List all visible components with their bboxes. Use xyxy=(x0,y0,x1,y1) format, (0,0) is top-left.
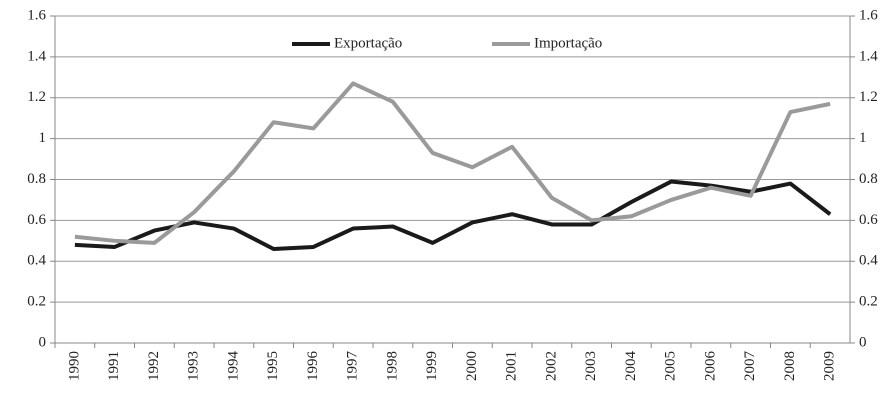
y-tick-label: 0.8 xyxy=(27,171,46,187)
x-tick-label: 1995 xyxy=(265,351,281,381)
x-tick-label: 2007 xyxy=(742,351,758,382)
x-tick-label: 2009 xyxy=(822,351,838,381)
x-tick-label: 1993 xyxy=(186,351,202,381)
legend-label: Importação xyxy=(534,35,602,51)
y2-tick-label: 0.4 xyxy=(859,253,878,269)
x-tick-label: 2002 xyxy=(543,351,559,381)
y-tick-label: 0.6 xyxy=(27,212,46,228)
y2-tick-label: 0.8 xyxy=(859,171,878,187)
x-tick-label: 1992 xyxy=(146,351,162,381)
x-tick-label: 1994 xyxy=(225,351,241,382)
y-tick-label: 0 xyxy=(39,334,47,350)
x-tick-label: 1999 xyxy=(424,351,440,381)
y-tick-label: 0.4 xyxy=(27,253,46,269)
x-tick-label: 1996 xyxy=(305,351,321,382)
y2-tick-label: 1 xyxy=(859,130,867,146)
x-tick-label: 1997 xyxy=(345,351,361,382)
y2-tick-label: 0.2 xyxy=(859,294,878,310)
series-line xyxy=(74,81,831,245)
x-tick-label: 2005 xyxy=(663,351,679,381)
x-tick-label: 1998 xyxy=(384,351,400,381)
y2-tick-label: 1.6 xyxy=(859,7,878,23)
series-line xyxy=(74,179,832,251)
x-tick-label: 2001 xyxy=(504,351,520,381)
y2-tick-label: 0.6 xyxy=(859,212,878,228)
y2-tick-label: 0 xyxy=(859,334,867,350)
y-tick-label: 1 xyxy=(39,130,47,146)
x-tick-label: 1991 xyxy=(106,351,122,381)
x-tick-label: 2006 xyxy=(702,351,718,382)
x-tick-label: 2000 xyxy=(464,351,480,381)
legend-label: Exportação xyxy=(334,35,402,51)
x-tick-label: 2008 xyxy=(782,351,798,381)
y-tick-label: 0.2 xyxy=(27,294,46,310)
x-tick-label: 1990 xyxy=(66,351,82,381)
y2-tick-label: 1.4 xyxy=(859,48,878,64)
x-tick-label: 2003 xyxy=(583,351,599,381)
y-tick-label: 1.2 xyxy=(27,89,46,105)
y-tick-label: 1.4 xyxy=(27,48,46,64)
y2-tick-label: 1.2 xyxy=(859,89,878,105)
y-tick-label: 1.6 xyxy=(27,7,46,23)
x-tick-label: 2004 xyxy=(623,351,639,382)
